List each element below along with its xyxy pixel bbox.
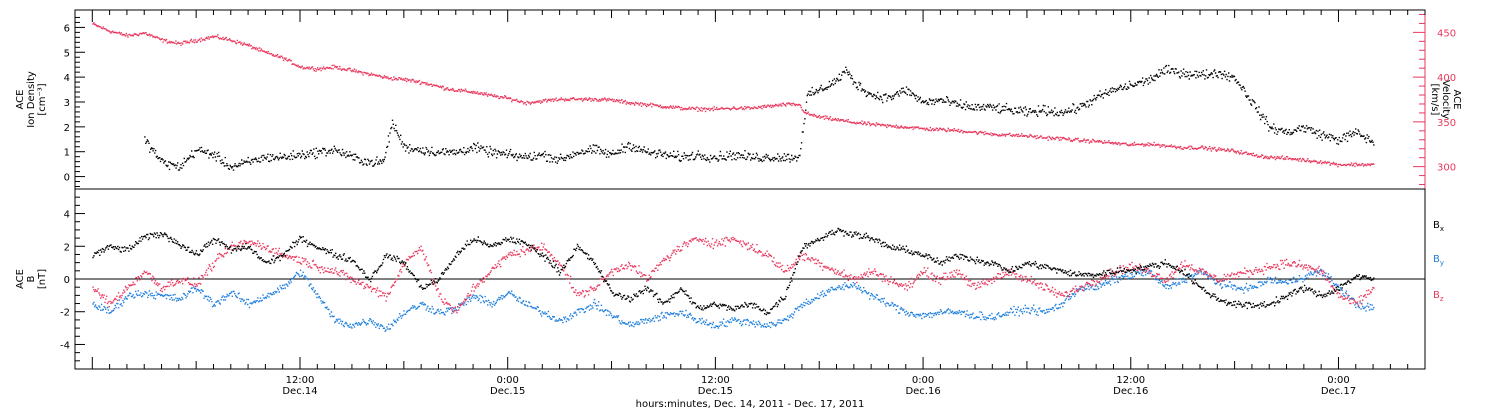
date-tick-label: Dec.14 — [282, 386, 317, 397]
bz-series — [92, 236, 1375, 314]
time-tick-label: 0:00 — [912, 375, 934, 386]
density-axis-title-line: [cm⁻³] — [37, 83, 48, 115]
velocity-tick-label: 400 — [1437, 73, 1456, 84]
magnetic-field-panel: -4-202412:00Dec.140:00Dec.1512:00Dec.150… — [15, 188, 1444, 397]
b-tick-label: 4 — [64, 210, 70, 221]
density-tick-label: 3 — [64, 98, 70, 109]
legend-By: By — [1433, 254, 1444, 267]
legend-Bz: Bz — [1433, 290, 1444, 303]
density-axis-title: ACEIon Density[cm⁻³] — [15, 71, 48, 128]
velocity-axis-title: ACEVelocity[km/s] — [1429, 80, 1462, 119]
legend-By-symbol: B — [1433, 254, 1440, 265]
velocity-series — [92, 22, 1375, 168]
density-tick-label: 6 — [64, 23, 70, 34]
time-tick-label: 0:00 — [1327, 375, 1349, 386]
date-tick-label: Dec.15 — [698, 386, 733, 397]
time-tick-label: 12:00 — [701, 375, 730, 386]
time-tick-label: 12:00 — [286, 375, 315, 386]
velocity-axis-title-line: Velocity — [1440, 80, 1451, 119]
legend-Bz-symbol: B — [1433, 290, 1440, 301]
velocity-tick-label: 450 — [1437, 28, 1456, 39]
b-axis-title-line: [nT] — [37, 269, 48, 289]
legend-Bx-subscript: x — [1440, 225, 1444, 233]
date-tick-label: Dec.15 — [490, 386, 525, 397]
legend-Bx: Bx — [1433, 220, 1444, 233]
time-tick-label: 12:00 — [1116, 375, 1145, 386]
density-tick-label: 1 — [64, 148, 70, 159]
b-axis-title: ACEB[nT] — [15, 269, 48, 289]
date-tick-label: Dec.16 — [1113, 386, 1148, 397]
b-tick-label: -2 — [60, 308, 70, 319]
velocity-tick-label: 300 — [1437, 163, 1456, 174]
x-axis-title: hours:minutes, Dec. 14, 2011 - Dec. 17, … — [636, 399, 865, 410]
b-tick-label: 0 — [64, 275, 70, 286]
velocity-axis-title-line: ACE — [1451, 90, 1462, 110]
legend-Bx-symbol: B — [1433, 220, 1440, 231]
density-tick-label: 4 — [64, 73, 70, 84]
b-tick-label: 2 — [64, 242, 70, 253]
density-tick-label: 0 — [64, 173, 70, 184]
velocity-axis-title-line: [km/s] — [1429, 84, 1440, 116]
date-tick-label: Dec.17 — [1321, 386, 1356, 397]
b-axis-title-line: ACE — [15, 269, 26, 289]
velocity-tick-label: 350 — [1437, 118, 1456, 129]
density-tick-label: 2 — [64, 123, 70, 134]
legend-Bz-subscript: z — [1440, 295, 1444, 303]
date-tick-label: Dec.16 — [905, 386, 940, 397]
density-tick-label: 5 — [64, 48, 70, 59]
density-axis-title-line: Ion Density — [26, 71, 37, 128]
legend-By-subscript: y — [1440, 259, 1444, 267]
time-tick-label: 0:00 — [496, 375, 518, 386]
density-axis-title-line: ACE — [15, 90, 26, 110]
b-axis-title-line: B — [26, 275, 37, 282]
b-tick-label: -4 — [60, 340, 70, 351]
